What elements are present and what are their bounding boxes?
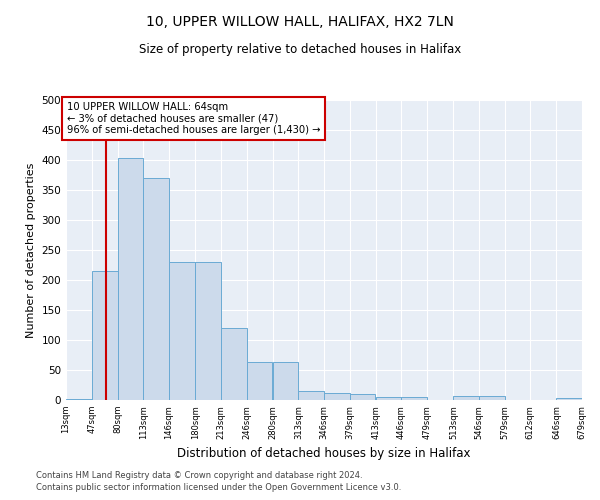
Bar — [221, 328, 247, 400]
Bar — [273, 362, 298, 400]
Bar — [479, 396, 505, 400]
Text: Contains HM Land Registry data © Crown copyright and database right 2024.: Contains HM Land Registry data © Crown c… — [36, 471, 362, 480]
X-axis label: Distribution of detached houses by size in Halifax: Distribution of detached houses by size … — [177, 447, 471, 460]
Bar — [143, 178, 169, 400]
Text: Contains public sector information licensed under the Open Government Licence v3: Contains public sector information licen… — [36, 484, 401, 492]
Bar — [118, 158, 143, 400]
Bar — [556, 398, 582, 400]
Text: 10, UPPER WILLOW HALL, HALIFAX, HX2 7LN: 10, UPPER WILLOW HALL, HALIFAX, HX2 7LN — [146, 15, 454, 29]
Bar — [350, 394, 375, 400]
Text: 10 UPPER WILLOW HALL: 64sqm
← 3% of detached houses are smaller (47)
96% of semi: 10 UPPER WILLOW HALL: 64sqm ← 3% of deta… — [67, 102, 320, 135]
Bar — [454, 396, 479, 400]
Bar — [66, 399, 92, 400]
Y-axis label: Number of detached properties: Number of detached properties — [26, 162, 36, 338]
Text: Size of property relative to detached houses in Halifax: Size of property relative to detached ho… — [139, 42, 461, 56]
Bar — [376, 397, 401, 400]
Bar — [92, 271, 118, 400]
Bar — [401, 397, 427, 400]
Bar — [298, 391, 324, 400]
Bar — [324, 393, 350, 400]
Bar — [169, 262, 194, 400]
Bar — [247, 362, 272, 400]
Bar — [196, 262, 221, 400]
